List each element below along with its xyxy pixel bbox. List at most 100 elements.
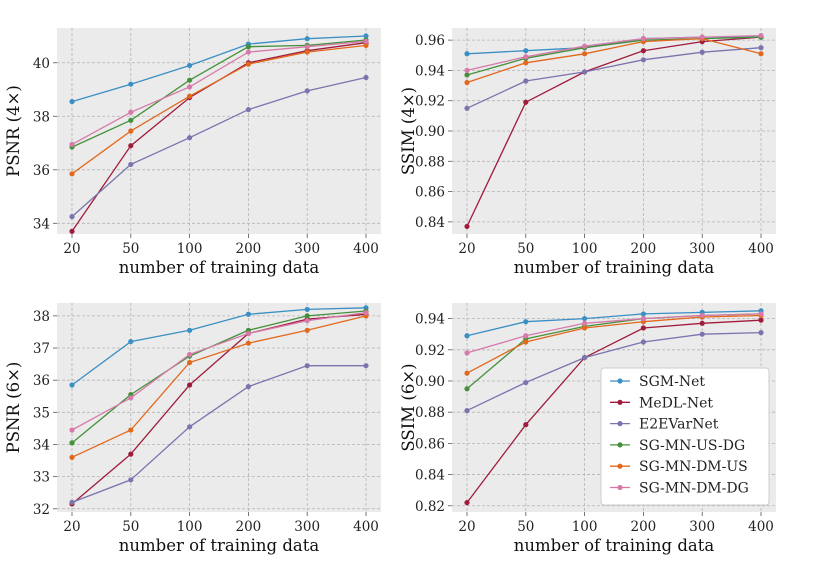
data-point-sg-mn-dm-dg — [304, 318, 310, 324]
legend-swatch-marker — [617, 442, 623, 448]
data-point-sgm-net — [128, 338, 134, 345]
data-point-sg-mn-dm-us — [582, 51, 588, 57]
series-line-sg-mn-dm-dg — [71, 40, 367, 145]
y-tick-label: 0.90 — [415, 124, 445, 140]
data-point-e2evarnet — [523, 78, 529, 84]
series-line-medl-net — [71, 313, 367, 505]
x-tick-label: 300 — [294, 241, 320, 257]
data-point-sg-mn-dm-dg — [523, 333, 529, 339]
series-line-sg-mn-us-dg — [71, 39, 367, 148]
series-line-sg-mn-dm-dg — [466, 313, 762, 354]
data-point-medl-net — [187, 382, 193, 388]
data-point-sgm-net — [245, 311, 251, 317]
data-point-sg-mn-dm-us — [187, 359, 193, 366]
legend-entry-label: E2EVarNet — [639, 417, 719, 433]
x-tick-label: 200 — [631, 519, 657, 535]
data-point-medl-net — [699, 320, 705, 326]
data-point-sgm-net — [69, 98, 75, 105]
data-point-sg-mn-us-dg — [69, 440, 75, 446]
data-point-medl-net — [128, 451, 134, 457]
data-point-medl-net — [758, 317, 764, 323]
data-point-sg-mn-dm-dg — [187, 84, 193, 90]
data-point-e2evarnet — [640, 57, 647, 63]
x-tick-label: 100 — [177, 519, 203, 535]
data-point-e2evarnet — [464, 105, 470, 111]
x-tick-label: 400 — [748, 241, 774, 257]
legend-swatch-marker — [617, 463, 623, 469]
y-tick-label: 32 — [33, 502, 50, 518]
y-tick-label: 0.84 — [415, 468, 445, 484]
y-tick-label: 40 — [33, 56, 50, 72]
y-axis-label: PSNR (4×) — [4, 85, 23, 177]
data-point-e2evarnet — [363, 363, 369, 369]
data-point-medl-net — [69, 228, 75, 234]
data-point-medl-net — [464, 500, 470, 506]
x-axis-label: number of training data — [514, 258, 715, 277]
data-point-e2evarnet — [187, 424, 193, 430]
x-tick-label: 20 — [458, 241, 475, 257]
data-point-sgm-net — [187, 62, 193, 69]
data-point-e2evarnet — [245, 384, 251, 390]
data-point-sg-mn-dm-us — [128, 128, 134, 134]
legend-entry-label: MeDL-Net — [639, 395, 713, 411]
legend-entry-label: SG-MN-US-DG — [639, 438, 745, 454]
data-point-sg-mn-dm-us — [245, 340, 251, 346]
x-tick-label: 100 — [572, 519, 598, 535]
x-tick-label: 100 — [572, 241, 598, 257]
data-point-sgm-net — [523, 48, 529, 54]
legend-entry-label: SG-MN-DM-DG — [639, 481, 749, 497]
series-line-sg-mn-dm-us — [71, 44, 367, 175]
legend-swatch-marker — [617, 484, 623, 491]
x-tick-label: 100 — [177, 241, 203, 257]
data-point-sg-mn-dm-dg — [523, 54, 529, 60]
data-point-sg-mn-dm-us — [128, 427, 134, 433]
data-point-sgm-net — [304, 36, 310, 42]
data-point-sg-mn-dm-us — [245, 61, 251, 67]
data-point-e2evarnet — [69, 214, 75, 220]
legend-swatch-marker — [617, 399, 623, 405]
data-point-sg-mn-us-dg — [187, 77, 193, 83]
data-point-e2evarnet — [582, 69, 588, 75]
series-line-sg-mn-dm-us — [71, 315, 367, 458]
x-tick-label: 50 — [517, 241, 534, 257]
series-line-e2evarnet — [466, 47, 762, 109]
y-tick-label: 0.86 — [415, 436, 445, 452]
data-point-sg-mn-dm-dg — [363, 310, 369, 316]
data-point-e2evarnet — [245, 106, 251, 113]
data-point-e2evarnet — [304, 363, 310, 369]
y-tick-label: 35 — [33, 405, 50, 421]
y-tick-label: 37 — [33, 341, 50, 357]
data-point-sgm-net — [582, 315, 588, 322]
y-tick-label: 0.88 — [415, 405, 445, 421]
data-point-medl-net — [523, 422, 529, 428]
data-point-sgm-net — [464, 333, 470, 339]
x-axis-label: number of training data — [119, 258, 320, 277]
y-tick-label: 0.88 — [415, 154, 445, 170]
y-tick-label: 0.82 — [415, 499, 445, 515]
series-line-e2evarnet — [466, 331, 762, 412]
x-tick-label: 200 — [631, 241, 657, 257]
data-point-medl-net — [640, 48, 647, 54]
data-point-e2evarnet — [699, 49, 705, 55]
data-point-sg-mn-dm-us — [523, 60, 529, 66]
data-point-e2evarnet — [699, 331, 705, 337]
data-point-sgm-net — [464, 51, 470, 57]
data-point-e2evarnet — [758, 330, 764, 336]
data-point-sg-mn-dm-dg — [582, 320, 588, 326]
data-point-sg-mn-dm-dg — [640, 315, 647, 322]
data-point-sgm-net — [187, 327, 193, 333]
data-point-medl-net — [464, 223, 470, 230]
x-tick-label: 400 — [353, 241, 379, 257]
data-point-sgm-net — [640, 311, 647, 317]
data-point-sg-mn-dm-dg — [582, 43, 588, 49]
series-line-e2evarnet — [71, 76, 367, 218]
data-point-sg-mn-dm-dg — [699, 312, 705, 319]
y-tick-label: 0.86 — [415, 185, 445, 201]
data-point-sg-mn-dm-dg — [758, 311, 764, 317]
data-point-sg-mn-dm-us — [758, 51, 764, 57]
panel-ssim-4x: 20 50 100 200 300 400 0.84 0.86 0.88 0.90 0.92 0.94… — [399, 28, 776, 277]
series-line-sgm-net — [71, 35, 367, 103]
data-point-e2evarnet — [363, 74, 369, 81]
data-point-sgm-net — [523, 319, 529, 325]
data-point-e2evarnet — [187, 135, 193, 141]
